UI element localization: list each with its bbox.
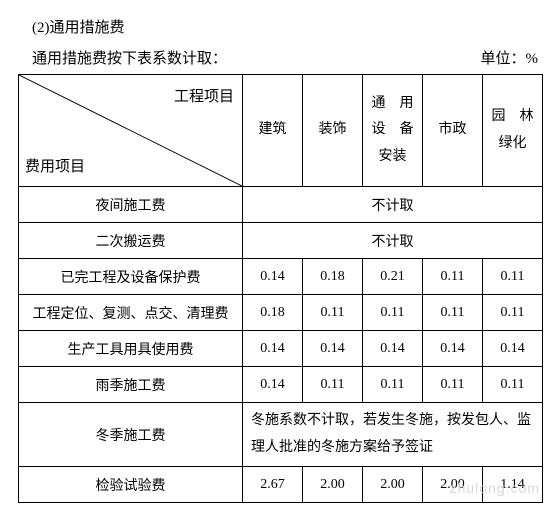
cell: 2.00 [363, 467, 423, 503]
rates-table: 工程项目 费用项目 建筑 装饰 通 用设 备安装 市政 园 林绿化 夜间施工费 … [18, 74, 543, 503]
diag-bottom-label: 费用项目 [25, 155, 85, 176]
table-row: 二次搬运费 不计取 [19, 223, 543, 259]
cell: 0.11 [423, 295, 483, 331]
cell: 0.11 [423, 259, 483, 295]
diagonal-header: 工程项目 费用项目 [19, 75, 243, 187]
cell: 0.11 [423, 367, 483, 403]
merged-cell: 不计取 [243, 187, 543, 223]
col-header: 市政 [423, 75, 483, 187]
cell: 0.11 [363, 295, 423, 331]
row-label: 夜间施工费 [19, 187, 243, 223]
row-label: 检验试验费 [19, 467, 243, 503]
row-label: 已完工程及设备保护费 [19, 259, 243, 295]
row-label: 冬季施工费 [19, 403, 243, 467]
cell: 0.14 [243, 331, 303, 367]
cell: 0.11 [303, 367, 363, 403]
cell: 0.11 [303, 295, 363, 331]
diag-top-label: 工程项目 [174, 85, 234, 106]
document-page: (2)通用措施费 通用措施费按下表系数计取： 单位：% 工程项目 费用项目 建筑… [0, 0, 560, 513]
merged-cell: 不计取 [243, 223, 543, 259]
table-row: 雨季施工费 0.14 0.11 0.11 0.11 0.11 [19, 367, 543, 403]
cell: 0.11 [483, 295, 543, 331]
table-row: 冬季施工费 冬施系数不计取，若发生冬施，按发包人、监理人批准的冬施方案给予签证 [19, 403, 543, 467]
table-row: 检验试验费 2.67 2.00 2.00 2.00 1.14 [19, 467, 543, 503]
cell: 2.00 [423, 467, 483, 503]
section-heading: (2)通用措施费 [32, 16, 542, 37]
col-header: 装饰 [303, 75, 363, 187]
unit-label: 单位：% [481, 47, 539, 68]
cell: 0.14 [303, 331, 363, 367]
cell: 0.14 [243, 367, 303, 403]
cell: 0.14 [363, 331, 423, 367]
cell: 2.00 [303, 467, 363, 503]
table-row: 生产工具用具使用费 0.14 0.14 0.14 0.14 0.14 [19, 331, 543, 367]
row-label: 雨季施工费 [19, 367, 243, 403]
table-row: 已完工程及设备保护费 0.14 0.18 0.21 0.11 0.11 [19, 259, 543, 295]
cell: 0.11 [363, 367, 423, 403]
table-row: 夜间施工费 不计取 [19, 187, 543, 223]
cell: 0.14 [243, 259, 303, 295]
row-label: 工程定位、复测、点交、清理费 [19, 295, 243, 331]
row-label: 二次搬运费 [19, 223, 243, 259]
subheading-text: 通用措施费按下表系数计取： [32, 47, 227, 68]
table-row: 工程定位、复测、点交、清理费 0.18 0.11 0.11 0.11 0.11 [19, 295, 543, 331]
cell: 1.14 [483, 467, 543, 503]
cell: 2.67 [243, 467, 303, 503]
cell: 0.14 [423, 331, 483, 367]
subheading-row: 通用措施费按下表系数计取： 单位：% [32, 47, 538, 68]
col-header: 建筑 [243, 75, 303, 187]
col-header: 通 用设 备安装 [363, 75, 423, 187]
col-header: 园 林绿化 [483, 75, 543, 187]
cell: 0.18 [303, 259, 363, 295]
merged-cell: 冬施系数不计取，若发生冬施，按发包人、监理人批准的冬施方案给予签证 [243, 403, 543, 467]
cell: 0.18 [243, 295, 303, 331]
cell: 0.11 [483, 367, 543, 403]
cell: 0.11 [483, 259, 543, 295]
cell: 0.14 [483, 331, 543, 367]
cell: 0.21 [363, 259, 423, 295]
row-label: 生产工具用具使用费 [19, 331, 243, 367]
table-header-row: 工程项目 费用项目 建筑 装饰 通 用设 备安装 市政 园 林绿化 [19, 75, 543, 187]
